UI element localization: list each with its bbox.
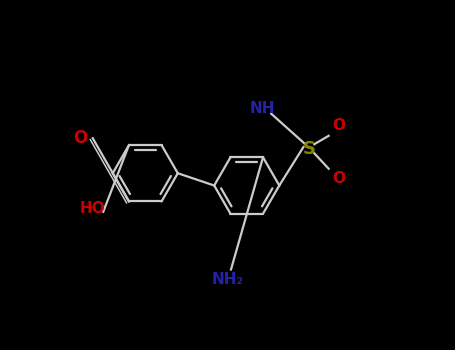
Text: HO: HO [80,201,106,216]
Text: O: O [332,119,345,133]
Text: NH: NH [250,101,275,116]
Text: O: O [332,171,345,186]
Text: S: S [303,140,316,158]
Text: NH₂: NH₂ [212,273,243,287]
Text: O: O [73,129,88,147]
